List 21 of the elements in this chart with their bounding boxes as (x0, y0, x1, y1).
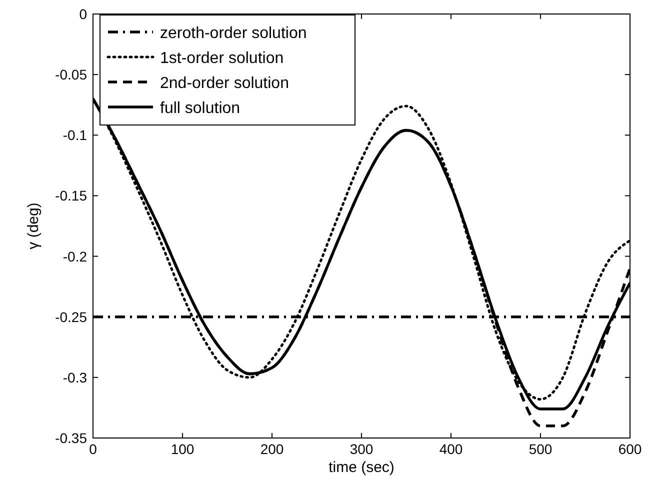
x-tick-label: 300 (350, 441, 374, 457)
y-tick-label: -0.05 (55, 66, 88, 83)
x-tick-label: 0 (89, 441, 98, 457)
legend-label: full solution (160, 100, 240, 117)
x-tick-label: 400 (439, 441, 463, 457)
x-tick-label: 200 (260, 441, 284, 457)
y-tick-label: -0.2 (62, 248, 88, 264)
legend-label: 1st-order solution (160, 50, 284, 67)
y-tick-label: -0.35 (55, 430, 88, 446)
legend-label: zeroth-order solution (160, 25, 307, 42)
x-axis-title: time (sec) (328, 459, 394, 476)
y-tick-label: -0.1 (62, 127, 88, 144)
y-axis-title: γ (deg) (25, 202, 42, 250)
y-tick-label: -0.25 (55, 308, 88, 325)
y-tick-label: -0.3 (62, 369, 88, 386)
legend-label: 2nd-order solution (160, 75, 289, 92)
x-tick-label: 600 (618, 441, 642, 457)
y-tick-label: 0 (79, 6, 88, 22)
x-tick-label: 500 (528, 441, 552, 457)
x-tick-label: 100 (170, 441, 194, 457)
y-tick-label: -0.15 (55, 188, 88, 204)
